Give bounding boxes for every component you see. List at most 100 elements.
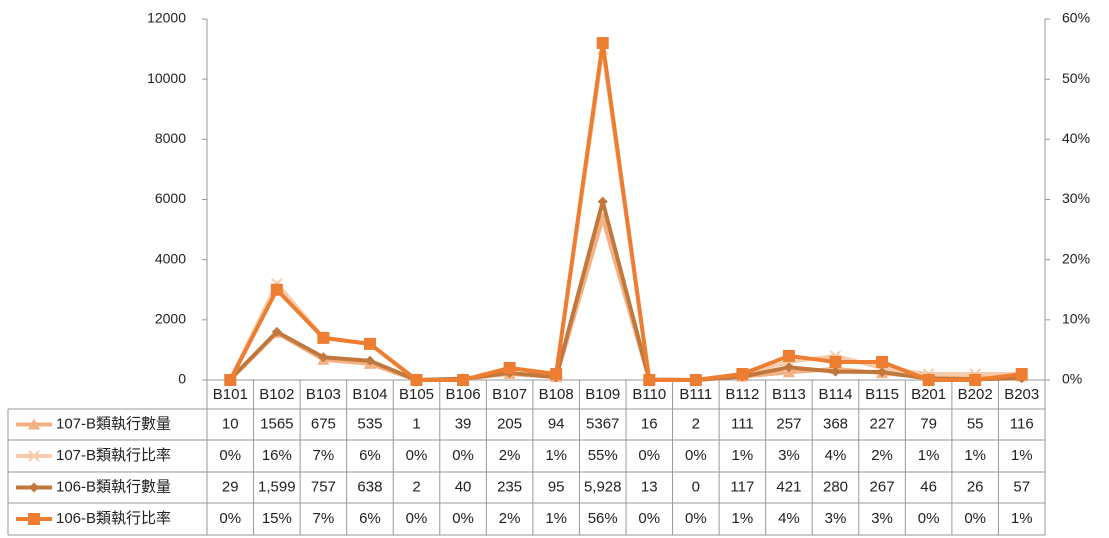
table-cell: 57 (1013, 478, 1030, 495)
table-cell: 757 (311, 478, 336, 495)
y-tick-label: 12000 (147, 10, 186, 26)
y-tick-label: 4000 (155, 250, 186, 266)
y2-tick-label: 0% (1062, 371, 1082, 387)
x-tick-label: B112 (725, 386, 759, 403)
legend-label: 107-B類執行比率 (56, 447, 171, 464)
legend-label: 106-B類執行比率 (56, 510, 171, 527)
table-cell: 368 (823, 415, 848, 432)
table-cell: 4% (825, 447, 847, 464)
table-cell: 2 (692, 415, 700, 432)
x-tick-label: B108 (539, 386, 574, 403)
table-cell: 7% (313, 510, 335, 527)
marker (270, 283, 283, 296)
x-tick-label: B109 (585, 386, 620, 403)
marker (1015, 367, 1028, 380)
table-cell: 39 (455, 415, 472, 432)
table-cell: 117 (730, 478, 754, 495)
y-tick-label: 2000 (155, 311, 186, 327)
table-cell: 0% (685, 447, 707, 464)
marker (922, 374, 935, 386)
line (228, 216, 1022, 382)
table-cell: 267 (870, 478, 895, 495)
table-cell: 79 (920, 415, 937, 432)
table-cell: 6% (359, 510, 381, 527)
x-tick-label: B111 (679, 386, 712, 403)
marker (830, 366, 841, 377)
line (228, 41, 1022, 382)
y-tick-label: 0 (178, 371, 186, 387)
table-cell: 535 (357, 415, 382, 432)
x-tick-label: B110 (632, 386, 666, 403)
table-cell: 0% (918, 510, 940, 527)
marker (457, 374, 470, 386)
table-cell: 0% (406, 447, 428, 464)
table-cell: 1 (412, 415, 420, 432)
table-cell: 5,928 (584, 478, 622, 495)
table-cell: 56% (588, 510, 618, 527)
table-cell: 3% (871, 510, 893, 527)
x-tick-label: B105 (399, 386, 434, 403)
marker (597, 196, 608, 207)
table-cell: 205 (497, 415, 522, 432)
table-cell: 0% (219, 510, 241, 527)
table-cell: 257 (776, 415, 801, 432)
table-cell: 3% (778, 447, 800, 464)
y-tick-label: 8000 (155, 130, 186, 146)
table-cell: 116 (1010, 415, 1034, 432)
marker (969, 374, 982, 386)
table-cell: 1% (732, 510, 754, 527)
table-cell: 638 (357, 478, 382, 495)
marker (643, 374, 656, 386)
table-cell: 5367 (586, 415, 619, 432)
marker (782, 349, 795, 362)
x-tick-label: B203 (1004, 386, 1039, 403)
x-tick-label: B104 (352, 386, 387, 403)
y2-tick-label: 30% (1062, 190, 1090, 206)
table-cell: 2% (499, 447, 521, 464)
marker (876, 355, 889, 368)
table-cell: 1% (918, 447, 940, 464)
y2-tick-label: 50% (1062, 70, 1090, 86)
marker (28, 418, 40, 430)
marker (877, 366, 888, 377)
table-cell: 4% (778, 510, 800, 527)
table-cell: 1% (1011, 447, 1033, 464)
table-cell: 0% (685, 510, 707, 527)
table-cell: 2% (871, 447, 893, 464)
table-cell: 10 (222, 415, 239, 432)
x-tick-label: B202 (958, 386, 993, 403)
marker (363, 337, 376, 350)
x-tick-label: B101 (213, 386, 248, 403)
marker (317, 331, 330, 344)
marker (29, 482, 39, 493)
marker (224, 374, 237, 386)
table-cell: 0% (452, 510, 474, 527)
x-tick-label: B107 (492, 386, 527, 403)
legend-label: 106-B類執行數量 (56, 478, 171, 495)
y-tick-label: 10000 (147, 70, 186, 86)
x-tick-label: B201 (911, 386, 946, 403)
y2-tick-label: 20% (1062, 250, 1090, 266)
table-cell: 2% (499, 510, 521, 527)
legend-label: 107-B類執行數量 (56, 415, 171, 432)
table-cell: 227 (870, 415, 895, 432)
table-cell: 0% (219, 447, 241, 464)
table-cell: 3% (825, 510, 847, 527)
marker (596, 37, 609, 50)
marker (550, 367, 563, 380)
x-tick-label: B113 (772, 386, 806, 403)
table-cell: 13 (641, 478, 658, 495)
marker (783, 362, 794, 373)
table-cell: 111 (731, 415, 754, 432)
table-cell: 1565 (260, 415, 293, 432)
table-cell: 280 (823, 478, 848, 495)
table-cell: 1% (1011, 510, 1033, 527)
table-cell: 421 (776, 478, 801, 495)
y2-tick-label: 10% (1062, 311, 1090, 327)
x-tick-label: B106 (446, 386, 481, 403)
y2-tick-label: 60% (1062, 10, 1090, 26)
table-cell: 95 (548, 478, 565, 495)
table-cell: 29 (222, 478, 239, 495)
table-cell: 0% (452, 447, 474, 464)
